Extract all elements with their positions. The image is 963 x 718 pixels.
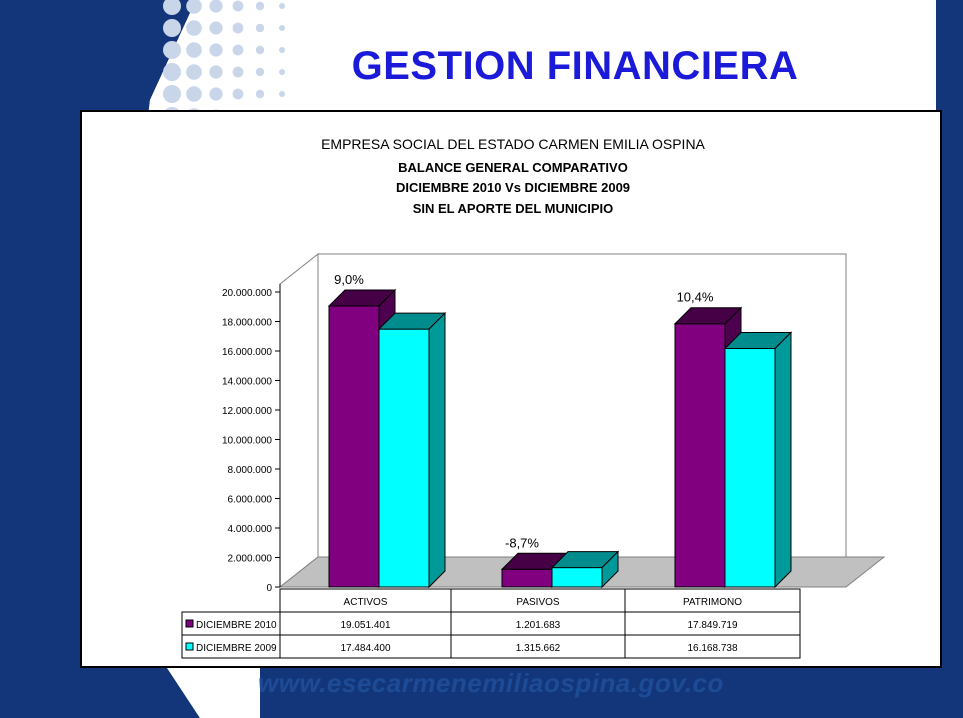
bar-activos-2009 — [377, 311, 447, 589]
bar-chart: 0 2.000.000 4.000.000 6.000.000 8.000.000 10.… — [181, 252, 886, 659]
y-tick-label: 18.000.000 — [222, 318, 272, 329]
footer-url: www.esecarmenemiliaospina.gov.co — [258, 668, 724, 698]
table-category-label: PASIVOS — [516, 597, 559, 608]
side-wall — [279, 252, 319, 589]
chart-title-line-4: SIN EL APORTE DEL MUNICIPIO — [412, 201, 614, 216]
bar-front — [378, 328, 430, 588]
decorative-dot — [279, 3, 285, 9]
decorative-dot — [255, 45, 265, 55]
decorative-dot — [186, 64, 202, 80]
decorative-dot — [279, 47, 285, 53]
decorative-dot — [209, 65, 223, 79]
page-title: GESTION FINANCIERA — [351, 44, 799, 88]
decorative-dot — [186, 0, 202, 14]
legend-series-name: DICIEMBRE 2010 — [196, 620, 277, 631]
chart-title-line-1: EMPRESA SOCIAL DEL ESTADO CARMEN EMILIA … — [321, 136, 705, 152]
bar-front — [674, 323, 726, 588]
decorative-dot — [163, 63, 181, 81]
decorative-dot — [232, 44, 244, 56]
decorative-dot — [209, 21, 223, 35]
legend-swatch — [185, 642, 194, 651]
y-tick-label: 20.000.000 — [222, 288, 272, 299]
decorative-dot — [209, 43, 223, 57]
change-label: 10,4% — [677, 290, 714, 305]
bar-pasivos-2009 — [550, 550, 620, 589]
decorative-dot — [232, 66, 244, 78]
decorative-dot — [255, 1, 265, 11]
decorative-dot — [209, 0, 223, 13]
decorative-dot — [186, 86, 202, 102]
change-label: -8,7% — [505, 535, 539, 550]
decorative-dot — [163, 41, 181, 59]
decorative-dot — [255, 67, 265, 77]
decorative-dot — [163, 85, 181, 103]
bar-side — [428, 311, 446, 589]
bar-side — [601, 550, 619, 589]
table-value: 17.849.719 — [687, 620, 737, 631]
decorative-dot — [279, 69, 285, 75]
decorative-dot — [232, 0, 244, 12]
decorative-dot — [163, 0, 181, 15]
decorative-dot — [232, 88, 244, 100]
y-tick-label: 0 — [266, 583, 272, 594]
table-value: 1.315.662 — [516, 643, 561, 654]
legend-swatch — [185, 619, 194, 628]
table-value: 1.201.683 — [516, 620, 561, 631]
table-category-label: PATRIMONO — [683, 597, 742, 608]
decorative-dot — [232, 22, 244, 34]
bar-side — [774, 331, 792, 589]
decorative-dot — [255, 89, 265, 99]
bar-front — [328, 305, 380, 588]
table-value: 19.051.401 — [340, 620, 390, 631]
y-tick-label: 8.000.000 — [228, 465, 273, 476]
decorative-dot — [209, 87, 223, 101]
legend-series-name: DICIEMBRE 2009 — [196, 643, 277, 654]
decorative-dot — [279, 91, 285, 97]
decorative-dot — [255, 23, 265, 33]
decorative-dot — [186, 42, 202, 58]
y-tick-label: 10.000.000 — [222, 436, 272, 447]
y-tick-label: 6.000.000 — [228, 495, 273, 506]
bar-front — [501, 568, 553, 588]
decorative-dot — [186, 20, 202, 36]
table-category-label: ACTIVOS — [344, 597, 388, 608]
chart-panel: 0 2.000.000 4.000.000 6.000.000 8.000.000 10.… — [80, 110, 942, 668]
decorative-dot — [163, 19, 181, 37]
bar-front — [551, 567, 603, 588]
bar-patrimono-2009 — [723, 331, 793, 589]
table-series-row — [181, 634, 801, 659]
table-value: 16.168.738 — [687, 643, 737, 654]
footer-band — [260, 660, 963, 718]
change-label: 9,0% — [334, 272, 364, 287]
bar-front — [724, 348, 776, 588]
y-tick-label: 16.000.000 — [222, 347, 272, 358]
table-value: 17.484.400 — [340, 643, 390, 654]
y-tick-label: 2.000.000 — [228, 554, 273, 565]
y-tick-label: 4.000.000 — [228, 524, 273, 535]
chart-title-line-2: BALANCE GENERAL COMPARATIVO — [398, 160, 628, 175]
decorative-dot — [279, 25, 285, 31]
y-tick-label: 12.000.000 — [222, 406, 272, 417]
y-tick-label: 14.000.000 — [222, 377, 272, 388]
chart-title-line-3: DICIEMBRE 2010 Vs DICIEMBRE 2009 — [395, 180, 631, 195]
